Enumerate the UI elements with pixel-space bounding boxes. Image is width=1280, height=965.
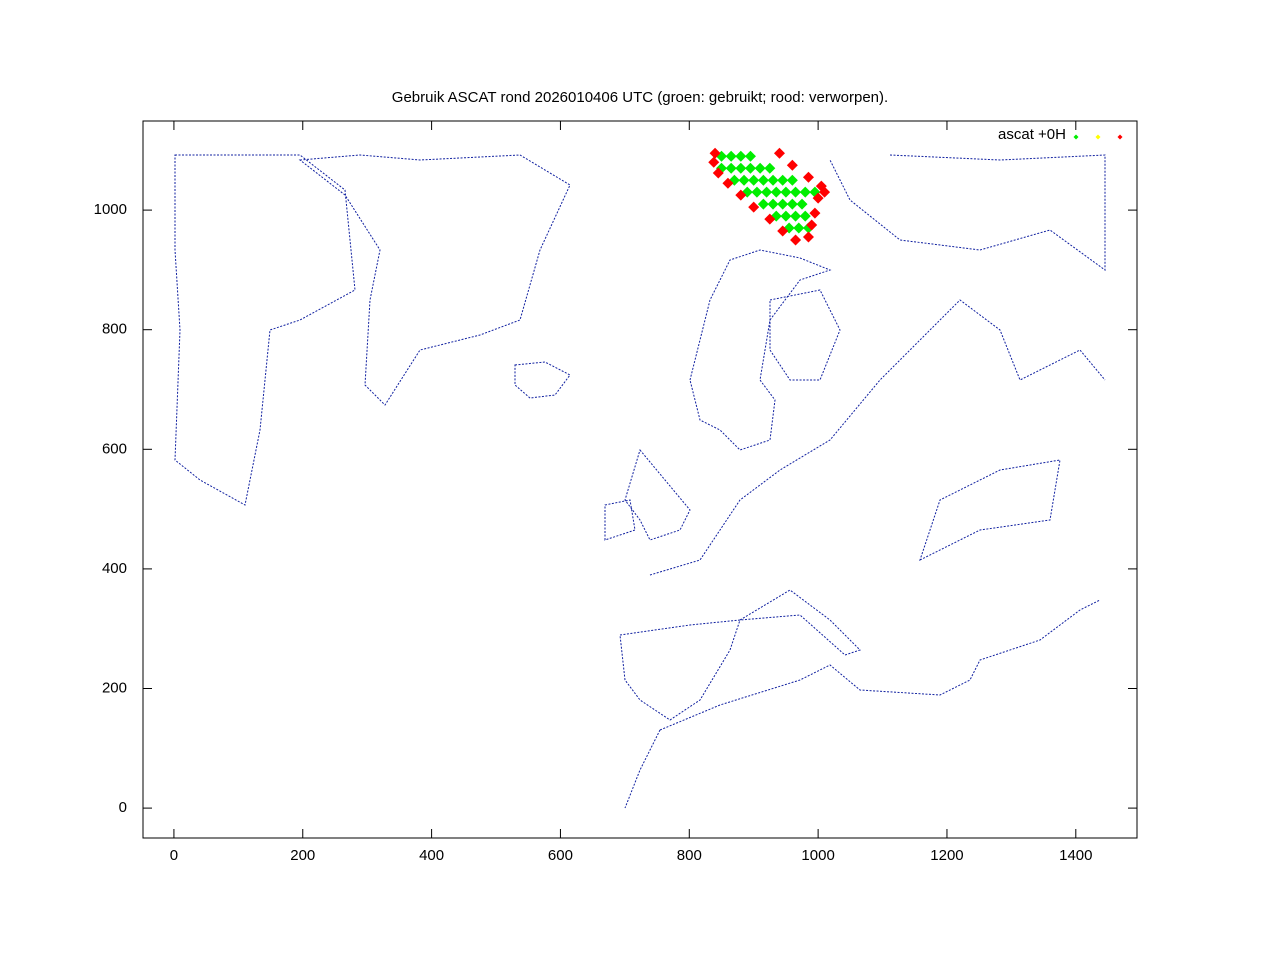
point <box>790 210 802 222</box>
x-tick-label: 600 <box>548 847 573 864</box>
x-tick-label: 1200 <box>930 847 963 864</box>
y-tick-label: 1000 <box>94 201 127 218</box>
y-tick-label: 200 <box>102 679 127 696</box>
point <box>748 201 760 213</box>
point <box>806 219 818 231</box>
point <box>770 186 782 198</box>
point <box>802 171 814 183</box>
x-tick-label: 400 <box>419 847 444 864</box>
point <box>725 150 737 162</box>
point <box>802 231 814 243</box>
point <box>709 147 721 159</box>
x-tick-label: 1000 <box>801 847 834 864</box>
point <box>738 174 750 186</box>
legend-marker <box>1117 134 1123 140</box>
point <box>796 198 808 210</box>
point <box>799 210 811 222</box>
point <box>777 198 789 210</box>
point <box>786 159 798 171</box>
point <box>744 150 756 162</box>
point <box>786 198 798 210</box>
chart-title: Gebruik ASCAT rond 2026010406 UTC (groen… <box>392 89 888 106</box>
point <box>790 234 802 246</box>
point <box>761 186 773 198</box>
point <box>757 198 769 210</box>
point <box>780 210 792 222</box>
point <box>744 162 756 174</box>
point <box>764 213 776 225</box>
point <box>786 174 798 186</box>
point <box>773 147 785 159</box>
point <box>735 162 747 174</box>
point <box>708 156 720 168</box>
point <box>780 186 792 198</box>
point <box>767 198 779 210</box>
point <box>793 222 805 234</box>
point <box>809 207 821 219</box>
legend-label: ascat +0H <box>998 126 1066 143</box>
plot-frame <box>142 120 1138 839</box>
x-tick-label: 1400 <box>1059 847 1092 864</box>
point <box>751 186 763 198</box>
point <box>725 162 737 174</box>
y-tick-label: 0 <box>119 799 127 816</box>
y-tick-label: 400 <box>102 560 127 577</box>
point <box>777 174 789 186</box>
y-tick-label: 600 <box>102 440 127 457</box>
point <box>735 189 747 201</box>
x-tick-label: 800 <box>677 847 702 864</box>
point <box>767 174 779 186</box>
point <box>790 186 802 198</box>
point <box>757 174 769 186</box>
y-tick-label: 800 <box>102 321 127 338</box>
x-tick-label: 200 <box>290 847 315 864</box>
point <box>748 174 760 186</box>
point <box>799 186 811 198</box>
point <box>722 177 734 189</box>
legend-marker <box>1095 134 1101 140</box>
point <box>735 150 747 162</box>
point <box>819 186 831 198</box>
point <box>754 162 766 174</box>
point <box>712 167 724 179</box>
x-tick-label: 0 <box>170 847 178 864</box>
coastlines <box>174 154 1106 809</box>
point <box>764 162 776 174</box>
legend-marker <box>1073 134 1079 140</box>
point <box>777 225 789 237</box>
point <box>812 192 824 204</box>
